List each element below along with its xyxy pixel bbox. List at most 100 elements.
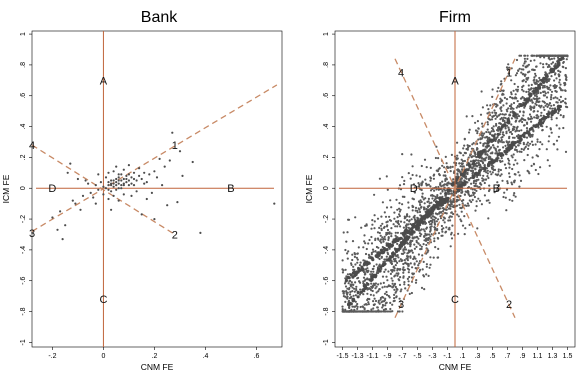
firm-point (407, 226, 410, 229)
firm-point (397, 256, 400, 259)
firm-point (537, 115, 540, 118)
firm-upper-edge-point (486, 140, 490, 145)
firm-point (512, 89, 515, 92)
firm-point (515, 88, 518, 91)
firm-point (420, 245, 423, 248)
bank-point (110, 182, 113, 185)
firm-lower-edge-point (490, 158, 494, 162)
bank-y-tick-label: -.8 (20, 307, 27, 315)
firm-point (438, 173, 441, 176)
firm-point (437, 232, 441, 235)
firm-point (346, 291, 349, 294)
firm-lower-edge-point (483, 167, 487, 171)
bank-point (135, 190, 138, 193)
firm-point (542, 63, 545, 66)
firm-point (515, 72, 519, 75)
firm-point (442, 174, 445, 177)
firm-point (537, 172, 540, 176)
firm-point (515, 135, 519, 138)
firm-point (541, 129, 544, 132)
firm-point (513, 126, 516, 129)
firm-point (353, 255, 356, 258)
firm-point (556, 54, 560, 57)
firm-point (425, 243, 428, 247)
firm-point (389, 261, 392, 264)
firm-point (472, 181, 475, 185)
firm-point (442, 227, 445, 230)
firm-point (527, 63, 531, 66)
firm-point (344, 248, 347, 252)
firm-point (411, 209, 414, 212)
firm-point (383, 270, 386, 273)
firm-lower-edge-point (471, 174, 475, 178)
firm-point (376, 237, 380, 240)
firm-point (357, 246, 360, 249)
firm-point (467, 204, 470, 207)
firm-point (415, 174, 418, 177)
firm-line-label-2: 2 (506, 299, 512, 311)
firm-point (559, 95, 563, 98)
firm-point (409, 177, 412, 180)
firm-point (417, 237, 420, 240)
bank-point (89, 191, 92, 194)
firm-point (563, 81, 567, 85)
firm-region-label-B: B (493, 183, 500, 195)
firm-upper-edge-point (541, 80, 546, 84)
firm-point (509, 96, 512, 99)
firm-point (475, 179, 478, 182)
firm-point (412, 237, 415, 240)
firm-point (437, 256, 440, 259)
firm-point (496, 181, 499, 184)
bank-region-label-C: C (99, 294, 107, 306)
firm-point (374, 250, 377, 253)
firm-point (349, 293, 352, 296)
firm-point (499, 107, 502, 110)
firm-point (526, 54, 529, 57)
bank-point (51, 216, 54, 219)
firm-point (450, 203, 453, 206)
firm-point (341, 308, 344, 311)
firm-point (510, 123, 513, 126)
firm-point (526, 57, 529, 61)
firm-point (505, 124, 509, 127)
bank-point (112, 179, 115, 182)
firm-upper-edge-point (396, 247, 401, 251)
firm-point (404, 287, 407, 290)
bank-point (74, 202, 77, 205)
firm-point (471, 143, 474, 146)
firm-point (358, 310, 361, 313)
firm-point (481, 136, 484, 139)
firm-point (415, 279, 418, 282)
firm-point (347, 218, 351, 221)
firm-point (393, 211, 396, 214)
firm-point (550, 75, 553, 78)
firm-point (471, 172, 474, 175)
firm-lower-edge-point (516, 140, 520, 144)
firm-point (542, 84, 545, 87)
firm-point (383, 235, 386, 238)
firm-point (558, 74, 561, 77)
bank-point (130, 194, 133, 197)
firm-point (420, 184, 423, 187)
firm-point (418, 262, 421, 265)
bank-point (107, 197, 110, 201)
bank-point (125, 174, 128, 177)
bank-x-tick-label: .6 (254, 353, 260, 360)
firm-point (461, 224, 465, 227)
firm-point (457, 170, 460, 173)
firm-point (554, 72, 557, 75)
firm-point (556, 148, 559, 151)
firm-point (417, 182, 420, 185)
firm-point (501, 113, 504, 116)
firm-upper-edge-point (401, 240, 406, 244)
firm-point (501, 119, 505, 122)
firm-point (356, 302, 359, 306)
firm-point (463, 138, 466, 141)
firm-upper-edge-point (496, 132, 500, 136)
firm-point (545, 62, 548, 65)
firm-point (525, 127, 529, 130)
firm-point (476, 147, 479, 150)
firm-point (391, 303, 394, 306)
firm-point (499, 97, 502, 100)
firm-point (424, 237, 428, 240)
